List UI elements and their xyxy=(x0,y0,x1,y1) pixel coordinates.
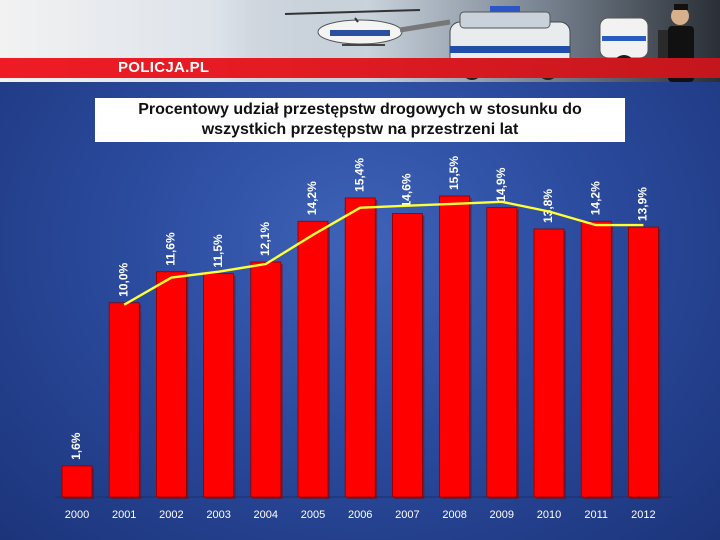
brand-logo-text: POLICJA.PL xyxy=(118,59,210,76)
data-label-2001: 10,0% xyxy=(116,262,130,296)
category-label-2001: 2001 xyxy=(112,509,136,521)
category-label-2005: 2005 xyxy=(301,509,325,521)
chart-title: Procentowy udział przestępstw drogowych … xyxy=(95,98,625,142)
bar-2000 xyxy=(61,465,93,498)
bar-2008 xyxy=(439,195,471,498)
data-label-2008: 15,5% xyxy=(447,156,461,190)
data-label-2004: 12,1% xyxy=(258,222,272,256)
category-label-2009: 2009 xyxy=(490,509,514,521)
bar-2009 xyxy=(486,207,518,498)
data-label-2007: 14,6% xyxy=(400,173,414,207)
category-label-2000: 2000 xyxy=(65,509,89,521)
bar-2005 xyxy=(297,220,329,498)
bar-2001 xyxy=(108,302,140,498)
data-label-2011: 14,2% xyxy=(588,181,602,215)
bar-2002 xyxy=(155,271,187,498)
data-label-2005: 14,2% xyxy=(305,181,319,215)
data-label-2002: 11,6% xyxy=(164,232,178,266)
data-label-2003: 11,5% xyxy=(211,234,225,268)
brand-bar xyxy=(0,58,720,78)
category-label-2008: 2008 xyxy=(442,509,466,521)
data-label-2006: 15,4% xyxy=(352,158,366,192)
bar-2012 xyxy=(628,226,659,498)
category-label-2010: 2010 xyxy=(537,509,561,521)
data-label-2009: 14,9% xyxy=(494,167,508,201)
bar-2010 xyxy=(533,228,565,498)
category-label-2007: 2007 xyxy=(395,509,419,521)
bar-2006 xyxy=(344,197,376,498)
chart-title-line-2: wszystkich przestępstw na przestrzeni la… xyxy=(201,121,519,138)
bar-2004 xyxy=(250,261,282,498)
data-label-2010: 13,8% xyxy=(541,189,555,223)
trend-line xyxy=(123,200,644,306)
chart-title-line-1: Procentowy udział przestępstw drogowych … xyxy=(138,101,582,118)
category-label-2002: 2002 xyxy=(159,509,183,521)
bar-2011 xyxy=(580,220,612,498)
category-label-2006: 2006 xyxy=(348,509,372,521)
category-label-2003: 2003 xyxy=(206,509,230,521)
bar-2007 xyxy=(391,213,423,498)
category-label-2011: 2011 xyxy=(584,509,608,521)
category-label-2012: 2012 xyxy=(631,509,655,521)
bar-2003 xyxy=(203,273,235,498)
data-label-2000: 1,6% xyxy=(69,432,83,460)
helicopter-icon xyxy=(284,9,451,46)
data-label-2012: 13,9% xyxy=(636,187,650,221)
category-label-2004: 2004 xyxy=(254,509,278,521)
header-banner: POLICJA.PL xyxy=(0,0,720,82)
